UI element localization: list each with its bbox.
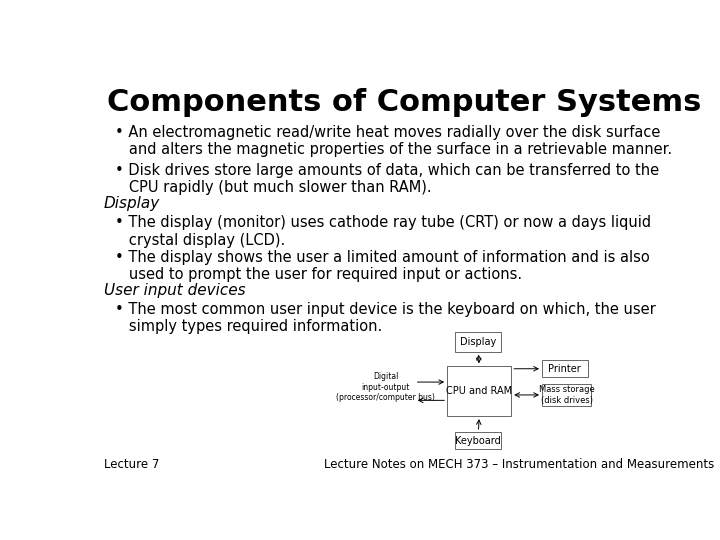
FancyBboxPatch shape xyxy=(456,332,501,352)
Text: Printer: Printer xyxy=(549,364,581,374)
Text: • The display (monitor) uses cathode ray tube (CRT) or now a days liquid
   crys: • The display (monitor) uses cathode ray… xyxy=(115,215,651,248)
FancyBboxPatch shape xyxy=(542,360,588,377)
Text: Mass storage
(disk drives): Mass storage (disk drives) xyxy=(539,385,595,404)
FancyBboxPatch shape xyxy=(456,432,501,449)
FancyBboxPatch shape xyxy=(542,384,591,406)
FancyBboxPatch shape xyxy=(447,366,511,416)
Text: • Disk drives store large amounts of data, which can be transferred to the
   CP: • Disk drives store large amounts of dat… xyxy=(115,163,660,195)
Text: • The most common user input device is the keyboard on which, the user
   simply: • The most common user input device is t… xyxy=(115,302,656,334)
Text: Digital
input-output
(processor/computer bus): Digital input-output (processor/computer… xyxy=(336,372,435,402)
Text: CPU and RAM: CPU and RAM xyxy=(446,386,512,396)
Text: • An electromagnetic read/write heat moves radially over the disk surface
   and: • An electromagnetic read/write heat mov… xyxy=(115,125,672,158)
Text: Display: Display xyxy=(104,196,160,211)
Text: User input devices: User input devices xyxy=(104,283,246,298)
Text: • The display shows the user a limited amount of information and is also
   used: • The display shows the user a limited a… xyxy=(115,250,650,282)
Text: Lecture 7: Lecture 7 xyxy=(104,458,159,471)
Text: Components of Computer Systems: Components of Computer Systems xyxy=(107,87,701,117)
Text: Keyboard: Keyboard xyxy=(456,436,501,446)
Text: Lecture Notes on MECH 373 – Instrumentation and Measurements: Lecture Notes on MECH 373 – Instrumentat… xyxy=(324,458,715,471)
Text: Display: Display xyxy=(460,337,497,347)
